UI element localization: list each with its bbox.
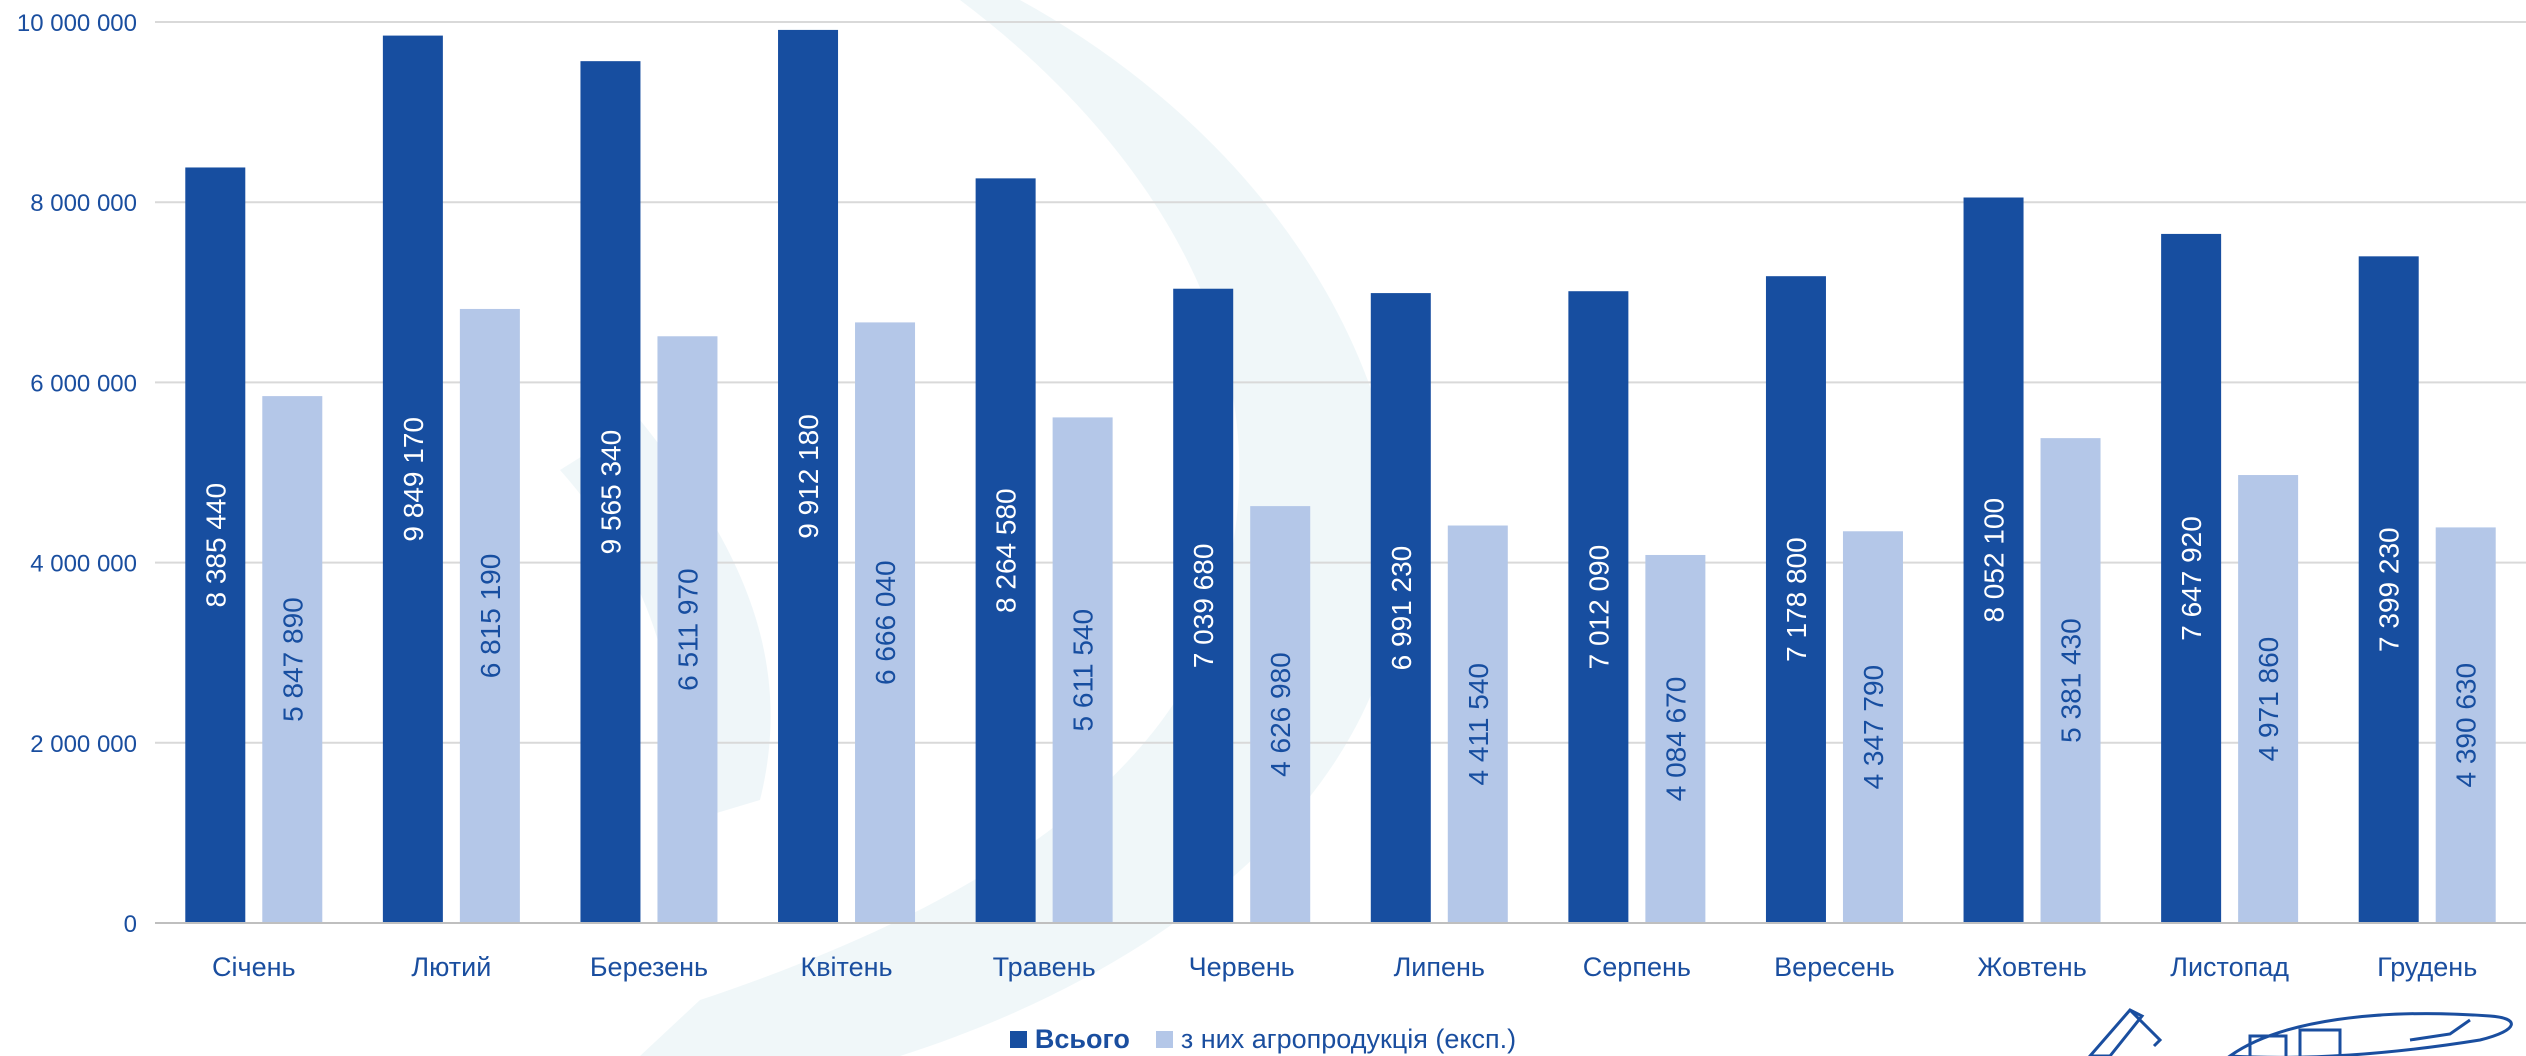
bar-total	[1568, 291, 1629, 923]
bar-total	[185, 167, 246, 923]
data-label-agro: 5 381 430	[2056, 618, 2087, 743]
legend-item-agro: з них агропродукція (експ.)	[1155, 1024, 1517, 1055]
data-label-agro: 5 847 890	[277, 597, 308, 722]
legend-label-total: Всього	[1034, 1024, 1130, 1054]
data-label-total: 9 912 180	[793, 414, 824, 539]
data-label-total: 7 399 230	[2374, 527, 2405, 652]
bar-agro	[1645, 554, 1706, 923]
data-label-total: 7 012 090	[1583, 545, 1614, 670]
y-tick-label: 2 000 000	[30, 731, 137, 758]
bar-agro	[657, 336, 718, 924]
legend-swatch-total	[1009, 1031, 1027, 1048]
data-label-total: 7 647 920	[2176, 516, 2207, 641]
bar-total	[2161, 233, 2222, 923]
bar-total	[2358, 256, 2419, 924]
y-tick-label: 6 000 000	[30, 370, 137, 397]
bar-agro	[459, 308, 520, 923]
x-tick-label: Липень	[1394, 952, 1485, 982]
data-label-total: 7 178 800	[1781, 537, 1812, 662]
bar-agro	[1250, 506, 1311, 923]
x-tick-label: Серпень	[1583, 952, 1691, 982]
bar-agro	[2238, 475, 2299, 923]
x-tick-label: Листопад	[2170, 952, 2289, 982]
legend-swatch-agro	[1155, 1031, 1173, 1048]
bar-total	[580, 61, 641, 924]
x-tick-label: Травень	[993, 952, 1096, 982]
bar-total	[1173, 288, 1234, 923]
data-label-agro: 4 411 540	[1463, 663, 1494, 786]
data-label-agro: 4 971 860	[2253, 637, 2284, 762]
data-label-agro: 5 611 540	[1068, 609, 1099, 732]
x-tick-label: Грудень	[2377, 952, 2477, 982]
data-label-total: 6 991 230	[1386, 546, 1417, 671]
x-tick-label: Березень	[590, 952, 708, 982]
x-tick-label: Січень	[212, 952, 296, 982]
data-label-agro: 6 666 040	[870, 560, 901, 685]
data-label-agro: 4 084 670	[1660, 677, 1691, 802]
bar-agro	[2435, 527, 2496, 923]
port-logo	[2088, 1008, 2513, 1056]
x-tick-label: Червень	[1189, 952, 1295, 982]
y-tick-label: 10 000 000	[17, 10, 137, 37]
data-label-total: 7 039 680	[1188, 544, 1219, 669]
bar-total	[382, 35, 443, 923]
x-tick-label: Квітень	[800, 952, 892, 982]
legend-item-total: Всього	[1009, 1024, 1130, 1055]
x-tick-label: Лютий	[411, 952, 491, 982]
bar-agro	[2040, 438, 2101, 923]
data-label-total: 9 849 170	[398, 417, 429, 542]
legend: Всього з них агропродукція (експ.)	[0, 1024, 2526, 1055]
bar-total	[1765, 276, 1826, 923]
x-tick-label: Вересень	[1774, 952, 1895, 982]
data-label-agro: 4 626 980	[1265, 652, 1296, 777]
y-tick-label: 0	[124, 911, 137, 938]
y-tick-label: 4 000 000	[30, 551, 137, 578]
data-label-agro: 6 511 970	[672, 568, 703, 691]
data-label-total: 8 264 580	[991, 488, 1022, 613]
bar-total	[1370, 293, 1431, 923]
bar-agro	[855, 322, 916, 924]
bar-total	[1963, 197, 2024, 923]
x-tick-label: Жовтень	[1977, 952, 2086, 982]
bar-agro	[1842, 531, 1903, 923]
data-label-total: 9 565 340	[595, 430, 626, 555]
data-label-total: 8 385 440	[200, 483, 231, 608]
data-label-agro: 6 815 190	[475, 554, 506, 679]
bar-agro	[1447, 525, 1508, 923]
data-label-agro: 4 390 630	[2451, 663, 2482, 788]
y-tick-label: 8 000 000	[30, 190, 137, 217]
legend-label-agro: з них агропродукція (експ.)	[1180, 1024, 1517, 1054]
bar-total	[778, 29, 839, 923]
data-label-total: 8 052 100	[1979, 498, 2010, 623]
bar-agro	[262, 396, 323, 923]
bar-agro	[1052, 417, 1113, 923]
bar-total	[975, 178, 1036, 924]
data-label-agro: 4 347 790	[1858, 665, 1889, 790]
